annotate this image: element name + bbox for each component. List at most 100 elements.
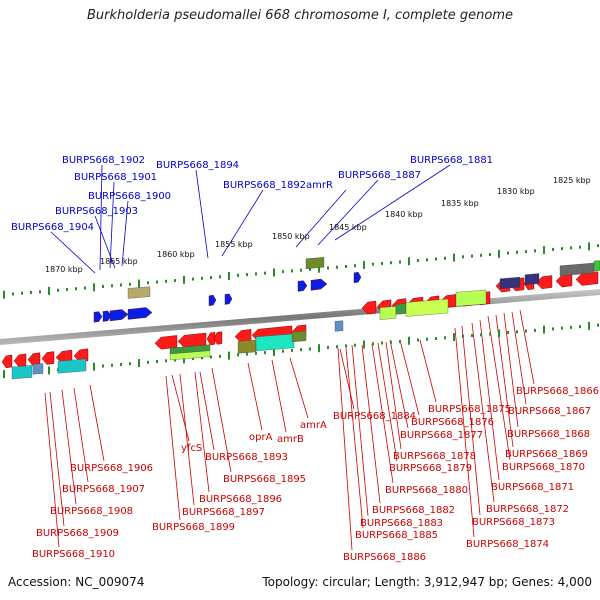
gene-reverse xyxy=(27,352,41,366)
leader-line xyxy=(371,343,394,484)
gene-label-bottom: BURPS668_1906 xyxy=(70,463,153,474)
feature-box xyxy=(455,289,487,307)
leader-line xyxy=(289,357,309,419)
gene-label-bottom: BURPS668_1879 xyxy=(389,463,472,474)
feature-box xyxy=(593,260,600,272)
gene-label-bottom: oprA xyxy=(249,432,273,443)
map-title: Burkholderia pseudomallei 668 chromosome… xyxy=(86,8,514,23)
gene-label-bottom: BURPS668_1896 xyxy=(199,494,282,505)
leader-line xyxy=(454,327,475,538)
leader-line xyxy=(194,371,210,493)
feature-box xyxy=(291,330,307,343)
leader-line xyxy=(471,322,495,503)
leader-line xyxy=(503,312,519,428)
gene-label-bottom: BURPS668_1897 xyxy=(182,507,265,518)
gene-label-bottom: BURPS668_1870 xyxy=(502,462,585,473)
leader-line xyxy=(99,164,103,271)
gene-label-bottom: BURPS668_1872 xyxy=(486,504,569,515)
gene-label-top: BURPS668_1902 xyxy=(62,155,145,166)
gene-label-bottom: BURPS668_1908 xyxy=(50,506,133,517)
leader-line xyxy=(221,189,264,257)
gene-label-bottom: BURPS668_1874 xyxy=(466,539,549,550)
scale-label: 1840 kbp xyxy=(385,210,423,219)
gene-label-bottom: BURPS668_1875 xyxy=(428,404,511,415)
leader-line xyxy=(61,389,77,505)
scale-label: 1860 kbp xyxy=(157,250,195,259)
gene-track xyxy=(1,257,600,380)
gene-forward xyxy=(102,310,112,322)
gene-label-top: BURPS668_1894 xyxy=(156,160,239,171)
leader-line xyxy=(337,347,353,551)
leader-line xyxy=(121,200,129,267)
feature-box xyxy=(524,273,540,285)
leader-line xyxy=(50,231,96,274)
leader-line xyxy=(211,367,232,473)
gene-label-bottom: BURPS668_1899 xyxy=(152,522,235,533)
gene-label-bottom: BURPS668_1883 xyxy=(360,518,443,529)
feature-box xyxy=(559,262,595,276)
gene-label-top: BURPS668_1904 xyxy=(11,222,94,233)
gene-label-bottom: BURPS668_1910 xyxy=(32,549,115,560)
gene-forward xyxy=(353,272,362,284)
gene-reverse xyxy=(1,354,13,369)
leader-line xyxy=(44,392,60,548)
gene-label-top: amrR xyxy=(306,180,333,191)
gene-forward xyxy=(93,311,103,323)
gene-label-bottom: BURPS668_1907 xyxy=(62,484,145,495)
gene-label-top: BURPS668_1903 xyxy=(55,206,138,217)
leader-line xyxy=(385,341,402,450)
scale-label: 1830 kbp xyxy=(497,187,535,196)
feature-box xyxy=(237,339,257,354)
gene-label-bottom: BURPS668_1885 xyxy=(355,530,438,541)
feature-box xyxy=(405,298,449,317)
scale-label: 1835 kbp xyxy=(441,199,479,208)
gene-label-bottom: BURPS668_1882 xyxy=(372,505,455,516)
topology-text: Topology: circular; Length: 3,912,947 bp… xyxy=(262,575,592,589)
scale-label: 1870 kbp xyxy=(45,265,83,274)
gene-label-bottom: BURPS668_1893 xyxy=(205,452,288,463)
feature-box xyxy=(379,306,397,320)
gene-reverse xyxy=(41,351,55,365)
leader-line xyxy=(271,359,287,433)
feature-box xyxy=(32,363,44,375)
feature-box xyxy=(255,333,295,352)
gene-label-bottom: BURPS668_1886 xyxy=(343,552,426,563)
scale-label: 1845 kbp xyxy=(329,223,367,232)
leader-line xyxy=(461,325,481,516)
leader-line xyxy=(94,215,116,269)
gene-forward xyxy=(297,280,308,292)
gene-label-top: BURPS668_1900 xyxy=(88,191,171,202)
gene-reverse xyxy=(361,300,377,315)
feature-box xyxy=(499,276,521,289)
gene-label-bottom: BURPS668_1873 xyxy=(472,517,555,528)
leader-line xyxy=(519,309,535,385)
leader-line xyxy=(345,347,364,529)
leader-line xyxy=(399,339,420,416)
feature-box xyxy=(11,365,33,380)
scale-label: 1825 kbp xyxy=(553,176,591,185)
leader-line xyxy=(317,179,379,246)
label-leader-lines xyxy=(44,164,535,551)
accession-text: Accession: NC_009074 xyxy=(8,575,145,589)
gene-label-bottom: amrA xyxy=(300,420,327,431)
gene-forward xyxy=(127,307,153,320)
leader-line xyxy=(295,189,347,248)
gene-label-top: BURPS668_1887 xyxy=(338,170,421,181)
feature-box xyxy=(169,350,211,361)
gene-label-top: BURPS668_1892 xyxy=(223,180,306,191)
gene-label-bottom: BURPS668_1909 xyxy=(36,528,119,539)
feature-box xyxy=(305,257,325,269)
leader-line xyxy=(419,339,437,403)
leader-line xyxy=(487,315,511,461)
gene-forward xyxy=(310,278,328,291)
leader-line xyxy=(479,319,500,481)
feature-box xyxy=(395,303,407,315)
feature-box xyxy=(334,320,344,332)
leader-line xyxy=(351,344,369,517)
gene-label-bottom: BURPS668_1866 xyxy=(516,386,599,397)
gene-label-bottom: BURPS668_1876 xyxy=(411,417,494,428)
feature-box xyxy=(127,286,151,299)
gene-forward xyxy=(224,293,233,305)
gene-forward xyxy=(109,309,129,322)
